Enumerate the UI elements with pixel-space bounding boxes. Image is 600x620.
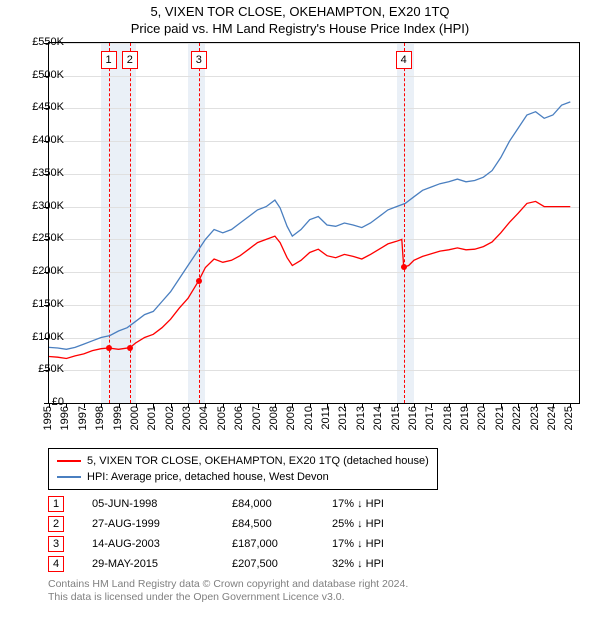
x-axis-label: 2014 <box>372 406 384 430</box>
x-axis-label: 2024 <box>546 406 558 430</box>
legend-label: 5, VIXEN TOR CLOSE, OKEHAMPTON, EX20 1TQ… <box>87 453 429 469</box>
y-axis-label: £500K <box>20 69 64 81</box>
x-axis-label: 2010 <box>303 406 315 430</box>
legend: 5, VIXEN TOR CLOSE, OKEHAMPTON, EX20 1TQ… <box>48 448 438 490</box>
footer-attribution: Contains HM Land Registry data © Crown c… <box>48 578 408 604</box>
event-number-box: 4 <box>48 556 64 572</box>
x-axis-label: 2009 <box>285 406 297 430</box>
chart-plot-area: 1234 <box>48 42 580 404</box>
y-axis-label: £400K <box>20 134 64 146</box>
x-axis-label: 2000 <box>129 406 141 430</box>
x-axis-label: 2007 <box>251 406 263 430</box>
y-axis-label: £300K <box>20 200 64 212</box>
x-axis-label: 2005 <box>216 406 228 430</box>
x-axis-label: 2025 <box>563 406 575 430</box>
x-axis-label: 2003 <box>181 406 193 430</box>
x-axis-label: 1996 <box>59 406 71 430</box>
sale-point-dot <box>106 345 112 351</box>
event-pct: 17% ↓ HPI <box>332 498 432 510</box>
event-date: 14-AUG-2003 <box>92 538 232 550</box>
sale-point-dot <box>196 278 202 284</box>
x-axis-label: 2002 <box>164 406 176 430</box>
footer-line1: Contains HM Land Registry data © Crown c… <box>48 578 408 591</box>
x-axis-label: 2004 <box>198 406 210 430</box>
legend-swatch <box>57 476 81 478</box>
sale-point-dot <box>127 345 133 351</box>
series-price_paid <box>49 201 570 358</box>
x-axis-label: 2023 <box>529 406 541 430</box>
event-row: 3 14-AUG-2003£187,00017% ↓ HPI <box>48 534 432 554</box>
y-axis-label: £450K <box>20 101 64 113</box>
x-axis-label: 2016 <box>407 406 419 430</box>
x-axis-label: 2019 <box>459 406 471 430</box>
legend-item: 5, VIXEN TOR CLOSE, OKEHAMPTON, EX20 1TQ… <box>57 453 429 469</box>
legend-swatch <box>57 460 81 462</box>
y-axis-label: £100K <box>20 331 64 343</box>
page-title: 5, VIXEN TOR CLOSE, OKEHAMPTON, EX20 1TQ <box>0 0 600 19</box>
y-axis-label: £250K <box>20 232 64 244</box>
event-row: 1 05-JUN-1998£84,00017% ↓ HPI <box>48 494 432 514</box>
x-axis-label: 1997 <box>77 406 89 430</box>
page-subtitle: Price paid vs. HM Land Registry's House … <box>0 19 600 40</box>
event-pct: 17% ↓ HPI <box>332 538 432 550</box>
y-axis-label: £50K <box>20 363 64 375</box>
sale-point-dot <box>401 264 407 270</box>
x-axis-label: 2011 <box>320 406 332 430</box>
event-row: 4 29-MAY-2015£207,50032% ↓ HPI <box>48 554 432 574</box>
x-axis-label: 1998 <box>94 406 106 430</box>
event-date: 29-MAY-2015 <box>92 558 232 570</box>
event-number-box: 1 <box>48 496 64 512</box>
x-axis-label: 2021 <box>494 406 506 430</box>
y-axis-label: £550K <box>20 36 64 48</box>
x-axis-label: 2022 <box>511 406 523 430</box>
event-price: £84,500 <box>232 518 332 530</box>
x-axis-label: 2020 <box>476 406 488 430</box>
x-axis-label: 1999 <box>112 406 124 430</box>
x-axis-label: 1995 <box>42 406 54 430</box>
x-axis-label: 2015 <box>390 406 402 430</box>
x-axis-label: 2018 <box>442 406 454 430</box>
y-axis-label: £150K <box>20 298 64 310</box>
x-axis-label: 2006 <box>233 406 245 430</box>
event-number-box: 3 <box>48 536 64 552</box>
event-price: £207,500 <box>232 558 332 570</box>
events-table: 105-JUN-1998£84,00017% ↓ HPI227-AUG-1999… <box>48 494 432 574</box>
x-axis-label: 2017 <box>424 406 436 430</box>
event-date: 27-AUG-1999 <box>92 518 232 530</box>
footer-line2: This data is licensed under the Open Gov… <box>48 591 408 604</box>
event-pct: 32% ↓ HPI <box>332 558 432 570</box>
event-row: 2 27-AUG-1999£84,50025% ↓ HPI <box>48 514 432 534</box>
y-axis-label: £350K <box>20 167 64 179</box>
y-axis-label: £200K <box>20 265 64 277</box>
event-price: £187,000 <box>232 538 332 550</box>
x-axis-label: 2012 <box>337 406 349 430</box>
series-hpi <box>49 102 570 349</box>
x-axis-label: 2013 <box>355 406 367 430</box>
event-date: 05-JUN-1998 <box>92 498 232 510</box>
x-axis-label: 2001 <box>146 406 158 430</box>
event-price: £84,000 <box>232 498 332 510</box>
legend-label: HPI: Average price, detached house, West… <box>87 469 329 485</box>
event-pct: 25% ↓ HPI <box>332 518 432 530</box>
legend-item: HPI: Average price, detached house, West… <box>57 469 429 485</box>
x-axis-label: 2008 <box>268 406 280 430</box>
event-number-box: 2 <box>48 516 64 532</box>
